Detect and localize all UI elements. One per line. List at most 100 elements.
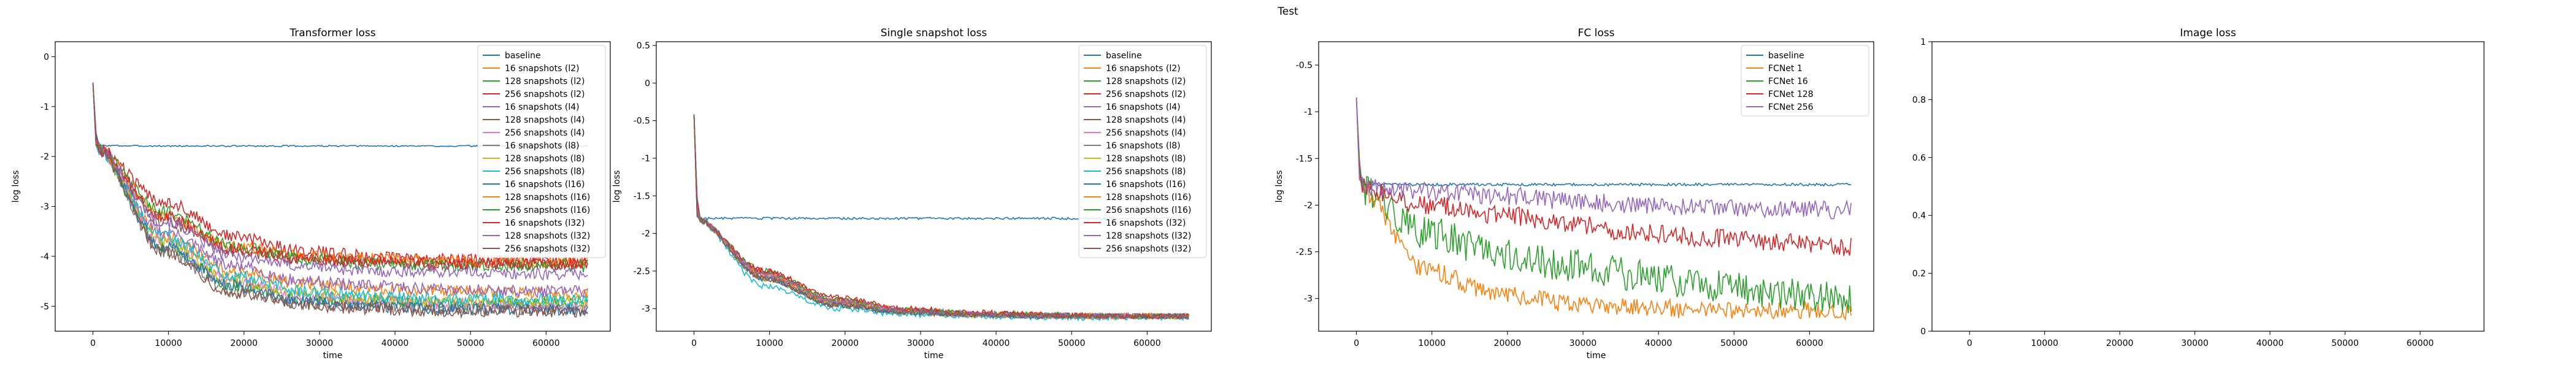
y-tick-label: -2 (642, 229, 650, 239)
figure-suptitle: Test (1277, 6, 1298, 18)
legend-label: 16 snapshots (l2) (505, 64, 580, 74)
x-tick-label: 30000 (306, 339, 334, 348)
legend: baseline 16 snapshots (l2) 128 snapshots (… (477, 45, 606, 258)
y-tick-label: 0.6 (1912, 153, 1926, 163)
x-tick-label: 10000 (1418, 339, 1446, 348)
legend-label: baseline (1768, 51, 1804, 61)
x-tick-label: 20000 (832, 339, 859, 348)
x-tick-label: 50000 (2331, 339, 2359, 348)
x-tick-label: 30000 (2181, 339, 2209, 348)
y-tick-label: -0.5 (634, 117, 650, 126)
x-tick-label: 0 (691, 339, 697, 348)
y-tick-label: -3 (1304, 294, 1313, 304)
legend-label: 16 snapshots (l4) (1106, 102, 1181, 112)
legend-label: 16 snapshots (l8) (1106, 141, 1181, 151)
x-tick-label: 40000 (381, 339, 409, 348)
series-line (693, 114, 1189, 321)
x-tick-label: 0 (1354, 339, 1359, 348)
legend-label: 128 snapshots (l16) (1106, 193, 1191, 202)
legend-label: 256 snapshots (l4) (505, 128, 585, 138)
chart-panel-1: Transformer loss 0 10000 20000 30000 40000 500… (11, 27, 611, 361)
x-tick-label: 10000 (2031, 339, 2058, 348)
chart-title: FC loss (1578, 27, 1615, 39)
legend-label: 128 snapshots (l4) (505, 115, 585, 125)
legend-label: 256 snapshots (l4) (1106, 128, 1186, 138)
chart-panel-4: Image loss 0 10000 20000 30000 40000 50000 6000… (1912, 27, 2485, 348)
x-axis-label: time (1587, 351, 1606, 361)
y-tick-label: 0 (645, 79, 650, 88)
legend-label: FCNet 128 (1768, 90, 1814, 99)
y-tick-label: 0 (44, 52, 49, 62)
legend-label: 16 snapshots (l16) (505, 180, 585, 190)
legend-label: 16 snapshots (l32) (505, 218, 585, 228)
series-line (92, 83, 588, 313)
legend-label: 128 snapshots (l4) (1106, 115, 1186, 125)
y-tick-label: -3 (40, 202, 49, 212)
x-axis-label: time (924, 351, 944, 361)
y-tick-label: -1 (40, 102, 49, 112)
plot-area (92, 82, 588, 320)
x-tick-label: 60000 (1796, 339, 1823, 348)
legend-label: 16 snapshots (l8) (505, 141, 580, 151)
chart-title: Transformer loss (289, 27, 375, 39)
x-tick-label: 50000 (457, 339, 485, 348)
x-tick-label: 40000 (983, 339, 1010, 348)
x-tick-label: 10000 (155, 339, 182, 348)
legend-label: FCNet 256 (1768, 102, 1814, 112)
legend-label: FCNet 1 (1768, 64, 1803, 74)
chart-panel-2: Single snapshot loss 0 10000 20000 30000 4000… (612, 27, 1212, 361)
y-tick-label: 0 (1920, 327, 1926, 337)
y-tick-label: -4 (40, 252, 49, 262)
x-tick-label: 10000 (756, 339, 783, 348)
legend-label: 256 snapshots (l2) (1106, 90, 1186, 99)
legend: baseline FCNet 1 FCNet 16 FCNet 128 FCNet 25… (1741, 45, 1869, 117)
x-tick-label: 60000 (532, 339, 560, 348)
legend-label: 128 snapshots (l2) (1106, 77, 1186, 86)
y-tick-label: 0.5 (637, 41, 650, 51)
legend-label: 128 snapshots (l8) (505, 154, 585, 164)
x-tick-label: 60000 (2407, 339, 2434, 348)
y-axis-label: log loss (1275, 171, 1284, 203)
series-line (1355, 99, 1852, 313)
legend-label: 16 snapshots (l16) (1106, 180, 1186, 190)
axes-frame (55, 41, 611, 332)
y-tick-label: 1 (1920, 37, 1926, 47)
chart-title: Image loss (2180, 27, 2236, 39)
x-tick-label: 30000 (907, 339, 935, 348)
series-line (92, 83, 588, 273)
legend-label: 128 snapshots (l32) (505, 231, 590, 241)
x-tick-label: 0 (1967, 339, 1972, 348)
legend-label: 256 snapshots (l32) (1106, 244, 1191, 254)
legend-label: 128 snapshots (l2) (505, 77, 585, 86)
series-line (92, 83, 588, 309)
legend-box (1078, 45, 1207, 258)
legend: baseline 16 snapshots (l2) 128 snapshots (… (1078, 45, 1207, 258)
x-tick-label: 20000 (1494, 339, 1522, 348)
x-tick-label: 20000 (2106, 339, 2134, 348)
series-line (92, 82, 588, 281)
legend-label: 128 snapshots (l16) (505, 193, 590, 202)
y-tick-label: -5 (40, 302, 49, 312)
legend-label: baseline (1106, 51, 1142, 61)
y-tick-label: 0.2 (1912, 269, 1926, 279)
plot-area (693, 114, 1189, 322)
y-tick-label: -1.5 (634, 191, 650, 201)
legend-label: 256 snapshots (l32) (505, 244, 590, 254)
series-line (1355, 99, 1852, 256)
y-tick-label: 0.4 (1912, 211, 1926, 221)
y-tick-label: -3 (642, 304, 650, 314)
y-tick-label: -0.5 (1296, 61, 1313, 71)
series-line (92, 82, 588, 271)
legend-label: 16 snapshots (l4) (505, 102, 580, 112)
axes-frame (1318, 41, 1874, 332)
series-line (693, 114, 1189, 320)
series-line (92, 83, 588, 270)
x-axis-label: time (323, 351, 343, 361)
legend-label: 256 snapshots (l16) (505, 205, 590, 215)
y-tick-label: -2 (40, 152, 49, 162)
legend-box (477, 45, 606, 258)
x-tick-label: 20000 (231, 339, 258, 348)
x-tick-label: 50000 (1720, 339, 1748, 348)
y-axis-label: log loss (11, 171, 21, 203)
